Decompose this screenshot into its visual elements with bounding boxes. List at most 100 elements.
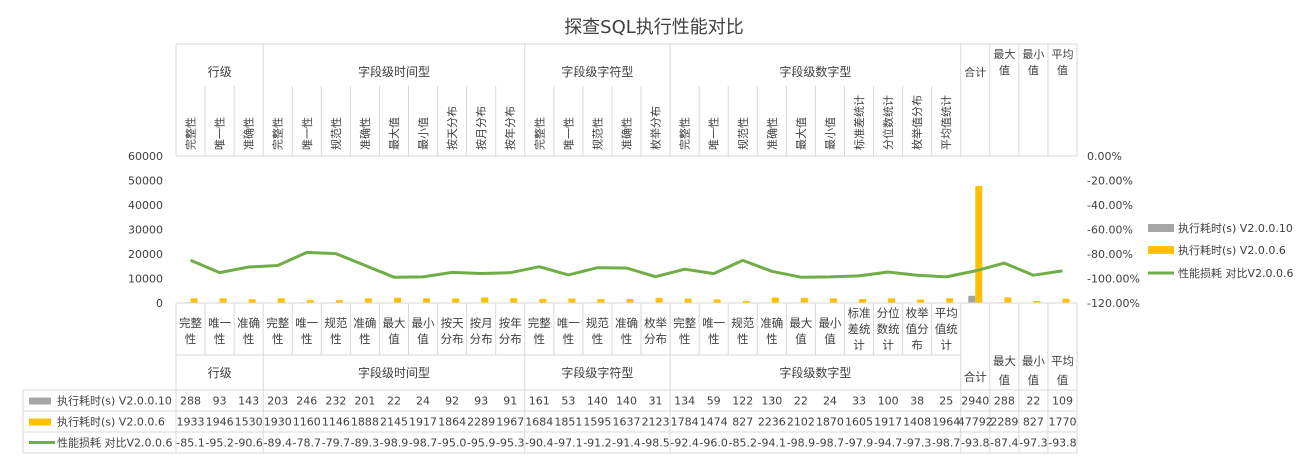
header-category-label: 完整性: [678, 117, 692, 150]
table-cell-value: 1917: [874, 416, 902, 429]
table-cell-value: 1784: [671, 416, 699, 429]
header-group-label: 字段级时间型: [358, 64, 430, 79]
legend-label: 执行耗时(s) V2.0.0.6: [1178, 243, 1286, 257]
table-cell-value: -98.9: [787, 437, 815, 450]
table-cell-value: -93.8: [961, 437, 989, 450]
table-cell-value: 1770: [1048, 416, 1076, 429]
x-category-label: 性: [301, 332, 313, 346]
x-category-label: 性: [330, 332, 342, 346]
bar-v2006: [830, 298, 837, 303]
x-category-label: 完整: [266, 316, 289, 330]
table-series-name: 执行耗时(s) V2.0.0.10: [57, 394, 172, 408]
y-right-tick-label: -80.00%: [1087, 248, 1133, 261]
bar-v2006: [394, 298, 401, 303]
table-cell-value: -97.3: [1019, 437, 1047, 450]
table-cell-value: 288: [180, 395, 201, 408]
legend-label: 性能损耗 对比V2.0.0.6: [1178, 266, 1294, 280]
table-cell-value: 1530: [235, 416, 263, 429]
header-category-label: 准确性: [765, 117, 779, 150]
table-cell-value: -89.4: [263, 437, 291, 450]
header-summary-label: 平均: [1051, 48, 1073, 61]
x-summary-label: 平均: [1051, 354, 1074, 368]
table-cell-value: 1851: [554, 416, 582, 429]
x-category-label: 平均: [935, 306, 958, 320]
table-cell-value: -89.3: [351, 437, 379, 450]
x-category-label: 布: [911, 338, 923, 352]
bar-v2006: [888, 298, 895, 303]
table-cell-value: 1595: [583, 416, 611, 429]
table-cell-value: 1146: [322, 416, 350, 429]
bar-v2006: [772, 298, 779, 303]
x-summary-label: 最小: [1022, 354, 1045, 368]
bar-v2006: [191, 298, 198, 303]
table-cell-value: -98.7: [409, 437, 437, 450]
bar-v2006: [510, 298, 517, 303]
bar-v2006: [801, 298, 808, 303]
table-cell-value: 203: [267, 395, 288, 408]
bar-v2006: [249, 299, 256, 303]
bar-v2006: [859, 299, 866, 303]
header-category-label: 按月分布: [474, 106, 488, 150]
table-cell-value: 47792: [958, 416, 993, 429]
x-category-label: 分布: [470, 332, 493, 346]
header-category-label: 枚举分布: [649, 106, 663, 150]
bar-v2006: [220, 298, 227, 303]
x-category-label: 完整: [528, 316, 551, 330]
x-category-label: 最小: [818, 316, 841, 330]
table-cell-value: -98.5: [641, 437, 669, 450]
x-category-label: 完整: [179, 316, 202, 330]
table-cell-value: 288: [994, 395, 1015, 408]
x-category-label: 性: [621, 332, 633, 346]
header-category-label: 完整性: [532, 117, 546, 150]
x-group-label: 字段级字符型: [561, 365, 633, 380]
table-cell-value: 1474: [700, 416, 728, 429]
x-category-label: 完整: [673, 316, 696, 330]
table-cell-value: 53: [561, 395, 575, 408]
bar-v2006: [1062, 299, 1069, 303]
table-cell-value: 134: [674, 395, 695, 408]
x-summary-label: 最大: [993, 354, 1016, 368]
table-cell-value: -85.1: [176, 437, 204, 450]
table-cell-value: 1684: [525, 416, 553, 429]
x-category-label: 值分: [906, 322, 929, 336]
chart-title: 探查SQL执行性能对比: [564, 17, 744, 38]
table-cell-value: -98.7: [932, 437, 960, 450]
header-category-label: 枚举值分布: [910, 95, 924, 150]
table-cell-value: 143: [238, 395, 259, 408]
bar-v2006: [627, 299, 634, 303]
table-cell-value: -93.8: [1048, 437, 1076, 450]
bar-v2006: [481, 297, 488, 303]
table-cell-value: -95.3: [496, 437, 524, 450]
header-category-label: 完整性: [271, 117, 285, 150]
table-cell-value: 232: [325, 395, 346, 408]
table-cell-value: 2289: [990, 416, 1018, 429]
x-group-label: 字段级数字型: [779, 365, 851, 380]
x-category-label: 性: [185, 332, 197, 346]
x-category-label: 唯一: [208, 316, 231, 330]
table-cell-value: 2145: [380, 416, 408, 429]
bar-v2006: [423, 298, 430, 303]
header-group-label: 字段级字符型: [561, 64, 633, 79]
y-right-tick-label: -20.00%: [1087, 175, 1133, 188]
y-left-tick-label: 0: [156, 297, 163, 310]
x-category-label: 数统: [877, 322, 900, 336]
x-group-label: 行级: [208, 366, 232, 380]
table-cell-value: -85.2: [729, 437, 757, 450]
table-cell-value: 1946: [206, 416, 234, 429]
table-cell-value: -97.3: [903, 437, 931, 450]
table-cell-value: 1870: [816, 416, 844, 429]
header-summary-label: 值: [1057, 64, 1068, 77]
x-category-label: 规范: [324, 316, 347, 330]
legend-key: [1148, 224, 1174, 232]
table-cell-value: -90.4: [525, 437, 553, 450]
bar-v2006: [975, 186, 982, 303]
x-category-label: 性: [359, 332, 371, 346]
x-category-label: 枚举: [644, 316, 667, 330]
table-cell-value: 31: [649, 395, 663, 408]
y-left-tick-label: 60000: [128, 150, 163, 163]
x-category-label: 分位: [877, 306, 900, 320]
x-category-label: 值: [824, 332, 836, 346]
y-left-tick-label: 20000: [128, 248, 163, 261]
x-category-label: 计: [853, 338, 865, 352]
x-category-label: 按天: [441, 316, 464, 330]
